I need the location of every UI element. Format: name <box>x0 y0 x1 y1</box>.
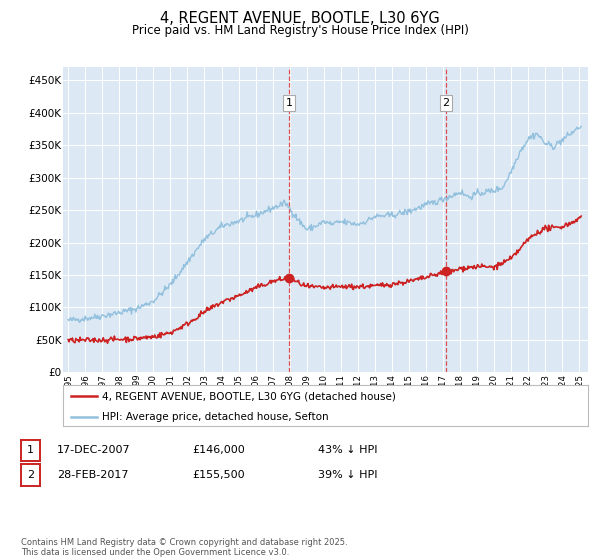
Text: 28-FEB-2017: 28-FEB-2017 <box>57 470 128 480</box>
Text: Price paid vs. HM Land Registry's House Price Index (HPI): Price paid vs. HM Land Registry's House … <box>131 24 469 36</box>
Text: 1: 1 <box>27 445 34 455</box>
Text: 2: 2 <box>442 98 449 108</box>
Text: 17-DEC-2007: 17-DEC-2007 <box>57 445 131 455</box>
Text: 4, REGENT AVENUE, BOOTLE, L30 6YG (detached house): 4, REGENT AVENUE, BOOTLE, L30 6YG (detac… <box>103 391 396 401</box>
Bar <box>289 67 446 372</box>
Text: 43% ↓ HPI: 43% ↓ HPI <box>318 445 377 455</box>
Text: 4, REGENT AVENUE, BOOTLE, L30 6YG: 4, REGENT AVENUE, BOOTLE, L30 6YG <box>160 11 440 26</box>
Text: HPI: Average price, detached house, Sefton: HPI: Average price, detached house, Seft… <box>103 412 329 422</box>
Text: £146,000: £146,000 <box>192 445 245 455</box>
Text: 39% ↓ HPI: 39% ↓ HPI <box>318 470 377 480</box>
Text: Contains HM Land Registry data © Crown copyright and database right 2025.
This d: Contains HM Land Registry data © Crown c… <box>21 538 347 557</box>
Text: 2: 2 <box>27 470 34 480</box>
Text: 1: 1 <box>286 98 293 108</box>
Text: £155,500: £155,500 <box>192 470 245 480</box>
